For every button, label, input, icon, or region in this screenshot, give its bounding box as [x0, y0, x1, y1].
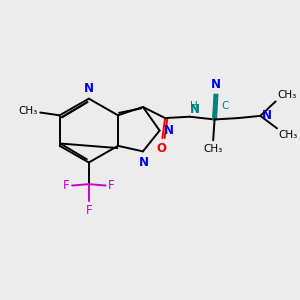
Text: CH₃: CH₃ [277, 90, 296, 100]
Text: F: F [63, 179, 70, 192]
Text: CH₃: CH₃ [203, 144, 223, 154]
Text: CH₃: CH₃ [19, 106, 38, 116]
Text: N: N [84, 82, 94, 95]
Text: N: N [164, 124, 173, 137]
Text: H: H [190, 100, 198, 111]
Text: F: F [108, 179, 114, 192]
Text: N: N [139, 156, 149, 169]
Text: CH₃: CH₃ [278, 130, 298, 140]
Text: O: O [157, 142, 167, 155]
Text: N: N [211, 78, 221, 91]
Text: C: C [221, 100, 228, 111]
Text: N: N [262, 110, 272, 122]
Text: N: N [190, 103, 200, 116]
Text: F: F [85, 204, 92, 217]
